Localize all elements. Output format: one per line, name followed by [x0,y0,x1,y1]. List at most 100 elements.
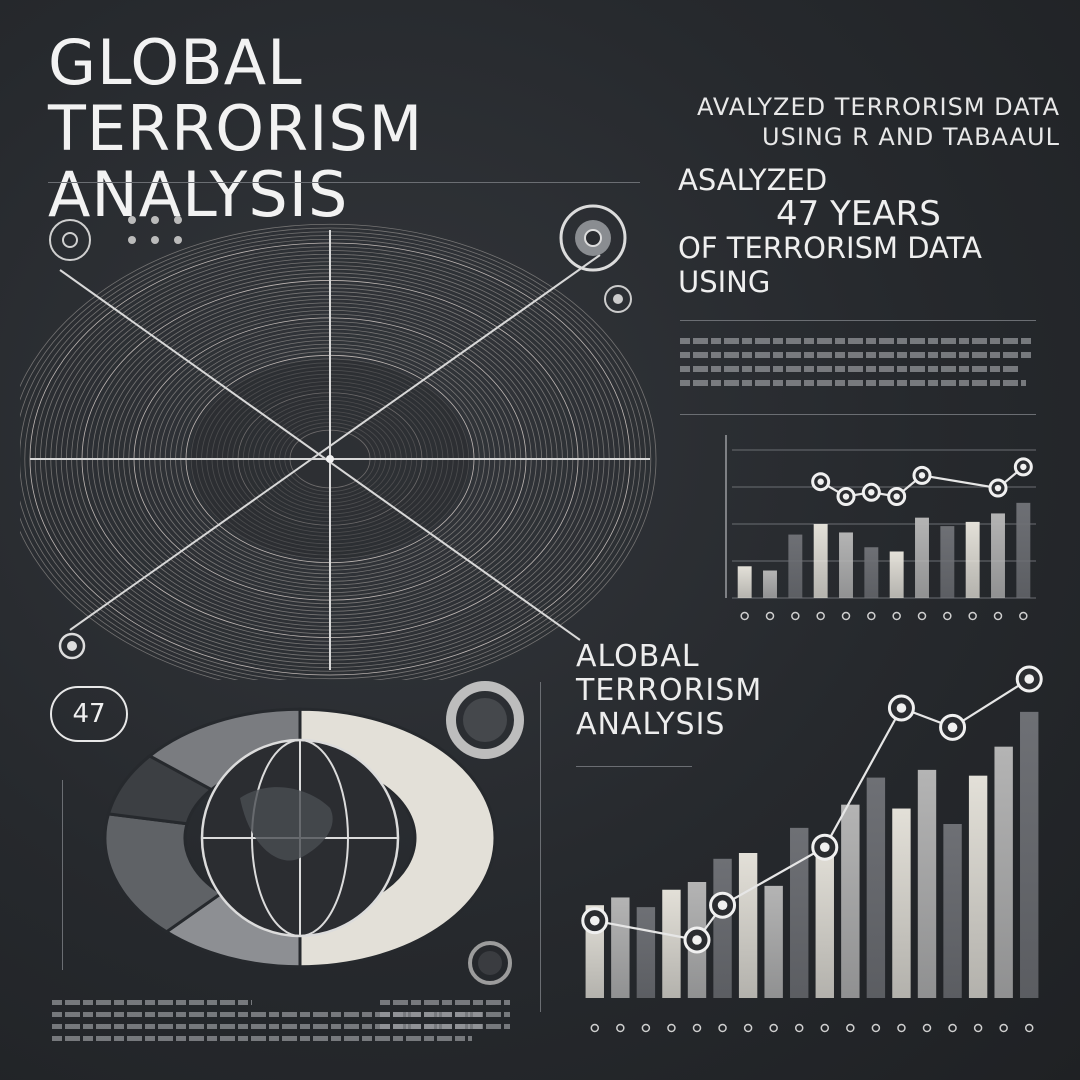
series-line [594,678,1030,942]
tick-marker [943,611,952,621]
bar [892,808,911,998]
section-title-line-1: ALOBAL [576,639,700,674]
text-placeholder-line [680,338,1032,344]
page-title: GLOBAL TERRORISM ANALYSIS [48,26,424,231]
tick-marker [667,1023,676,1033]
target-icon [49,219,91,261]
tick-marker [590,1023,600,1033]
subtitle-line-1: AVALYZED TERRORISM DATA [697,93,1060,121]
tick-marker [892,611,901,621]
text-placeholder-line [52,1000,252,1005]
text-placeholder-line [680,352,1032,358]
tick-marker [791,611,800,621]
tick-marker [867,611,876,621]
tick-marker [841,611,851,621]
bar [713,858,732,998]
bar [917,769,937,998]
callout: ASALYZED 47 YEARS OF TERRORISM DATA USIN… [678,163,1068,299]
bar [889,551,904,598]
tick-marker [1019,611,1028,621]
line-marker-dot [1024,674,1035,684]
line-marker-dot [994,484,1002,492]
bar [662,889,681,998]
bar [737,566,752,598]
text-placeholder-line [380,1000,510,1005]
line-marker-dot [947,722,958,733]
callout-line-1: ASALYZED [678,163,828,197]
dot-marker-icon [58,632,86,660]
text-placeholder-line [680,380,1026,386]
tick-marker [999,1023,1008,1033]
subtitle-line-2: USING R AND TABAAUL [762,123,1060,151]
tick-marker [948,1023,957,1033]
dot-marker-icon [128,216,182,244]
donut-chart [103,707,497,969]
bar [991,513,1005,598]
tick-marker [816,611,825,621]
callout-line-2: 47 YEARS [776,194,941,234]
bar [841,804,860,998]
tick-marker [897,1023,906,1033]
dot-marker-icon [604,285,632,313]
section-title: ALOBAL TERRORISM ANALYSIS [576,640,846,742]
line-marker-dot [817,478,824,485]
bar [611,897,630,998]
text-placeholder-line [52,1036,472,1041]
globe-icon [200,738,400,938]
text-placeholder-line [52,1012,482,1017]
line-marker-dot [868,489,875,496]
subtitle: AVALYZED TERRORISM DATA USING R AND TABA… [560,92,1060,152]
bar [738,853,758,998]
bar-chart-1 [725,435,1036,621]
radar-ring [20,227,652,680]
tick-marker [922,1023,932,1033]
tick-marker [769,1023,778,1033]
bar [940,526,955,598]
tick-marker [718,1023,727,1033]
line-marker-dot [819,842,830,852]
bar [866,777,886,998]
radar-center [326,455,334,463]
tick-marker [973,1023,983,1033]
bar [1016,502,1031,598]
tick-marker [1024,1023,1034,1033]
bar [763,570,777,598]
line-marker-dot [842,493,850,500]
bar-chart-2 [581,665,1043,1033]
title-divider [48,182,640,183]
radar-ring [20,223,657,680]
line-marker-dot [692,935,702,945]
line-marker-dot [1020,463,1027,471]
tick-marker [765,611,775,621]
tick-marker [641,1023,651,1033]
tick-marker [794,1023,804,1033]
line-marker-dot [717,900,728,910]
line-marker-dot [893,493,900,500]
target-icon [559,204,627,272]
divider-vertical [62,780,63,970]
bar [636,907,656,998]
tick-marker [692,1023,702,1033]
bar [994,746,1013,998]
bar [915,517,929,598]
divider [576,766,692,767]
donut-slice [298,707,497,969]
bar [839,532,853,598]
radar-graphic [20,223,657,680]
divider [680,414,1036,415]
donut-icon [446,681,524,759]
radar-axis [69,254,601,631]
tick-marker [616,1023,625,1033]
text-placeholder-line [52,1024,482,1029]
text-placeholder-line [380,1024,510,1029]
bar [790,827,809,998]
bar [943,824,962,998]
tick-marker [740,611,749,621]
bar [788,534,803,598]
divider-vertical [540,682,541,1012]
section-title-line-2: TERRORISM [576,673,763,708]
tick-marker [871,1023,881,1033]
radar-rings [20,223,657,680]
callout-line-4: USING [678,265,771,299]
line-marker-dot [589,915,600,926]
